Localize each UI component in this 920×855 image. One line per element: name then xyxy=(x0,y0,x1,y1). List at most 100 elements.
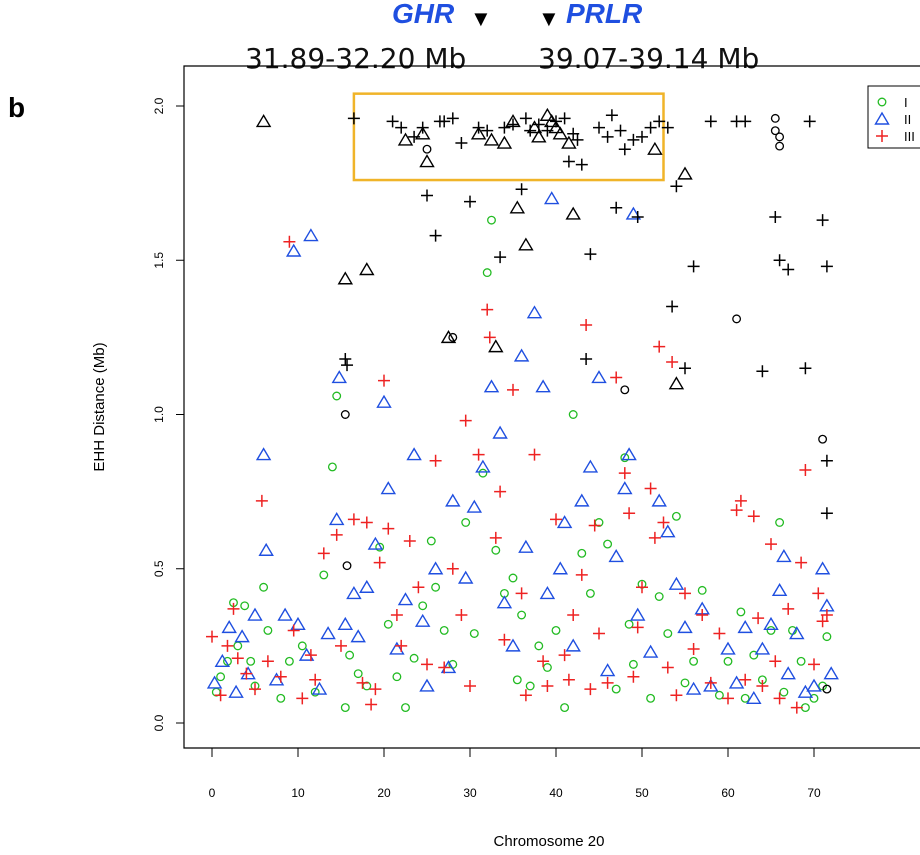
data-point xyxy=(350,629,366,643)
data-point xyxy=(687,260,700,273)
data-point xyxy=(771,582,788,597)
data-point xyxy=(822,684,832,694)
data-point xyxy=(775,141,785,151)
data-point xyxy=(580,352,593,365)
data-point xyxy=(561,135,577,149)
data-point xyxy=(770,113,780,123)
data-point xyxy=(814,561,831,575)
data-point xyxy=(585,588,595,598)
data-point xyxy=(330,528,343,541)
data-point xyxy=(261,655,274,668)
data-point xyxy=(631,211,644,224)
data-point xyxy=(687,642,700,655)
data-point xyxy=(446,112,459,125)
x-tick-label: 10 xyxy=(291,786,305,800)
prlr-arrow-marker: ▼ xyxy=(538,6,560,31)
data-point xyxy=(365,698,378,711)
data-point xyxy=(395,639,408,652)
data-point xyxy=(737,619,753,634)
data-point xyxy=(624,619,634,629)
data-point xyxy=(483,132,500,146)
data-point xyxy=(648,531,661,544)
data-point xyxy=(337,616,354,630)
data-point xyxy=(668,576,685,590)
data-point xyxy=(747,510,760,523)
data-point xyxy=(515,183,528,196)
data-point xyxy=(469,629,479,638)
data-point xyxy=(556,515,573,529)
data-point xyxy=(206,675,223,689)
data-point xyxy=(483,331,496,344)
data-point xyxy=(320,626,336,640)
data-point xyxy=(653,115,666,128)
data-point xyxy=(347,112,360,125)
data-point xyxy=(526,120,543,134)
data-point xyxy=(246,656,256,666)
data-point xyxy=(657,516,670,529)
data-point xyxy=(461,518,471,527)
data-point xyxy=(876,130,888,142)
data-point xyxy=(390,609,403,622)
data-point xyxy=(671,511,681,521)
data-point xyxy=(812,587,825,600)
data-point xyxy=(677,619,693,634)
data-point xyxy=(666,300,679,313)
data-point xyxy=(345,650,355,660)
data-point xyxy=(642,644,659,658)
data-point xyxy=(227,602,240,615)
data-point xyxy=(779,687,789,697)
data-point xyxy=(625,206,642,220)
data-point xyxy=(704,115,717,128)
data-point xyxy=(319,570,329,580)
data-point xyxy=(373,556,386,569)
data-point xyxy=(663,629,673,638)
selection-highlight-box xyxy=(352,92,665,182)
data-point xyxy=(259,582,269,592)
data-point xyxy=(679,587,691,600)
data-point xyxy=(644,121,657,134)
data-point xyxy=(623,507,636,520)
data-point xyxy=(331,370,348,384)
data-point xyxy=(327,462,337,472)
data-point xyxy=(268,672,285,686)
data-point xyxy=(369,683,382,696)
data-point xyxy=(629,607,646,621)
data-point xyxy=(221,639,234,652)
data-point xyxy=(584,683,597,696)
data-point xyxy=(518,237,534,251)
data-point xyxy=(304,649,317,662)
data-point xyxy=(558,112,571,125)
data-point xyxy=(216,672,226,682)
data-point xyxy=(535,379,551,393)
data-point xyxy=(285,243,302,257)
data-point xyxy=(677,166,693,180)
data-point xyxy=(567,127,580,140)
data-point xyxy=(517,610,527,620)
data-point xyxy=(277,607,293,621)
data-point xyxy=(496,135,513,149)
data-point xyxy=(231,652,244,665)
data-point xyxy=(426,536,436,546)
data-point xyxy=(317,547,330,560)
data-point xyxy=(806,678,822,692)
data-point xyxy=(386,115,399,128)
data-point xyxy=(507,383,519,396)
data-point xyxy=(346,586,362,600)
data-point xyxy=(679,362,691,375)
data-point xyxy=(439,626,449,635)
data-point xyxy=(409,653,419,663)
data-point xyxy=(255,447,272,461)
data-point xyxy=(214,653,231,667)
data-point xyxy=(526,305,543,319)
data-point xyxy=(508,573,518,583)
y-tick-label: 1.0 xyxy=(152,406,166,423)
data-point xyxy=(528,448,541,461)
data-point xyxy=(475,459,491,473)
data-point xyxy=(408,130,421,143)
data-point xyxy=(383,619,393,629)
data-point xyxy=(670,180,683,193)
data-point xyxy=(341,359,354,372)
data-point xyxy=(820,609,833,622)
data-point xyxy=(593,121,605,134)
